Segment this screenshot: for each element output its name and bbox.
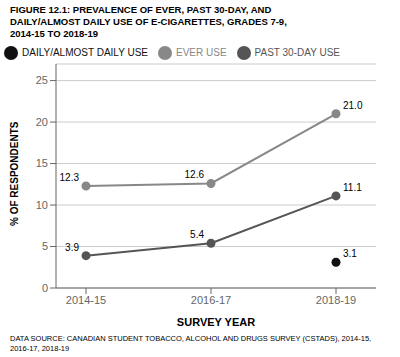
svg-text:2016-17: 2016-17 [191, 294, 231, 306]
svg-text:SURVEY YEAR: SURVEY YEAR [177, 316, 255, 328]
svg-text:12.3: 12.3 [60, 172, 80, 183]
html-text:EVER USE: EVER USE [176, 46, 227, 58]
svg-text:10: 10 [36, 199, 48, 211]
html-text:FIGURE 12.1: PREVALENCE OF EVE: FIGURE 12.1: PREVALENCE OF EVER, PAST 30… [10, 4, 287, 39]
html-text:PAST 30-DAY USE: PAST 30-DAY USE [254, 46, 340, 58]
svg-text:5: 5 [42, 240, 48, 252]
html-text:DATA SOURCE: CANADIAN STUDENT: DATA SOURCE: CANADIAN STUDENT TOBACCO, A… [10, 334, 372, 353]
svg-text:21.0: 21.0 [343, 100, 363, 111]
html-text:DAILY/ALMOST DAILY USE: DAILY/ALMOST DAILY USE [22, 46, 148, 58]
svg-text:15: 15 [36, 157, 48, 169]
svg-text:2014-15: 2014-15 [66, 294, 106, 306]
svg-text:12.6: 12.6 [185, 169, 205, 180]
svg-text:25: 25 [36, 74, 48, 86]
svg-text:% OF RESPONDENTS: % OF RESPONDENTS [9, 121, 20, 226]
svg-text:20: 20 [36, 116, 48, 128]
svg-text:0: 0 [42, 282, 48, 294]
svg-text:5.4: 5.4 [190, 229, 204, 240]
svg-text:3.1: 3.1 [343, 248, 357, 259]
svg-text:2018-19: 2018-19 [316, 294, 356, 306]
svg-text:3.9: 3.9 [65, 242, 79, 253]
svg-text:11.1: 11.1 [343, 182, 362, 193]
